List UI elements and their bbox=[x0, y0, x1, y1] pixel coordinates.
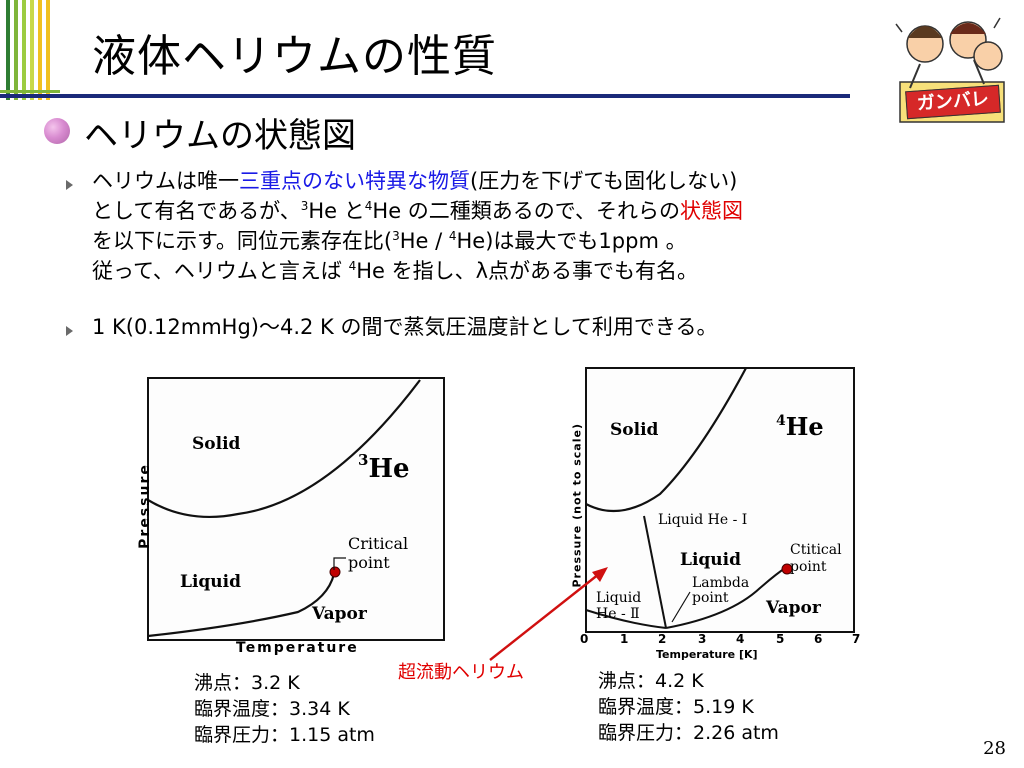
x-tick-label: 7 bbox=[852, 632, 861, 646]
decor-stripe bbox=[46, 0, 50, 100]
liquid-he-ii-label: Liquid He - Ⅱ bbox=[596, 590, 642, 622]
bullet-arrow-icon bbox=[66, 326, 73, 336]
liquid-he-i-label: Liquid He - Ⅰ bbox=[658, 512, 748, 528]
liquid-region-label: Liquid bbox=[180, 572, 242, 592]
decor-stripe bbox=[30, 0, 34, 100]
page-number: 28 bbox=[983, 738, 1006, 759]
solid-region-label: Solid bbox=[192, 434, 241, 454]
he4-phase-diagram: 4He Solid Liquid He - Ⅰ Liquid Liquid He … bbox=[560, 366, 864, 666]
x-axis-ticks: 0 1 2 3 4 5 6 7 bbox=[580, 632, 860, 648]
property-line: 臨界温度：5.19 K bbox=[598, 696, 754, 718]
x-tick-label: 1 bbox=[620, 632, 629, 646]
section-heading: ヘリウムの状態図 bbox=[84, 116, 356, 156]
subtitle-bullet-icon bbox=[44, 118, 70, 144]
he3-phase-diagram: 3He Solid Liquid Vapor Critical point Tem… bbox=[128, 374, 446, 664]
vapor-region-label: Vapor bbox=[766, 598, 821, 618]
x-tick-label: 6 bbox=[814, 632, 823, 646]
he4-isotope-label: 4He bbox=[776, 412, 824, 441]
mascot-illustration: ガンバレ bbox=[880, 4, 1016, 132]
x-axis-label: Temperature [K] bbox=[656, 648, 758, 661]
body-paragraph: 1 K(0.12mmHg)～4.2 K の間で蒸気圧温度計として利用できる。 bbox=[92, 315, 718, 339]
critical-point-label: Ctitical point bbox=[790, 542, 842, 575]
lambda-point-label: Lambda point bbox=[692, 575, 750, 606]
decor-rule bbox=[0, 94, 850, 98]
liquid-region-label: Liquid bbox=[680, 550, 742, 570]
highlight-text: 三重点のない特異な物質 bbox=[239, 169, 470, 193]
decor-stripe bbox=[6, 0, 10, 100]
page-title: 液体ヘリウムの性質 bbox=[92, 31, 497, 82]
he3-properties: 沸点：3.2 K 臨界温度：3.34 K 臨界圧力：1.15 atm bbox=[194, 670, 375, 748]
he4-properties: 沸点：4.2 K 臨界温度：5.19 K 臨界圧力：2.26 atm bbox=[598, 668, 779, 746]
property-line: 臨界圧力：1.15 atm bbox=[194, 724, 375, 746]
para-line: ヘリウムは唯一三重点のない特異な物質(圧力を下げても固化しない) bbox=[92, 169, 738, 193]
he3-isotope-label: 3He bbox=[358, 451, 410, 485]
para-line: 従って、ヘリウムと言えば 4He を指し、λ点がある事でも有名。 bbox=[92, 259, 699, 283]
superfluid-arrow bbox=[489, 567, 608, 661]
body-paragraph: ヘリウムは唯一三重点のない特異な物質(圧力を下げても固化しない) として有名であ… bbox=[92, 166, 743, 286]
y-axis-label: Pressure bbox=[136, 463, 153, 549]
x-tick-label: 4 bbox=[736, 632, 745, 646]
x-tick-label: 5 bbox=[776, 632, 785, 646]
property-line: 沸点：4.2 K bbox=[598, 670, 704, 692]
decor-stripe bbox=[22, 0, 26, 100]
para-line: を以下に示す。同位元素存在比(3He / 4He)は最大でも1ppm 。 bbox=[92, 229, 687, 253]
property-line: 沸点：3.2 K bbox=[194, 672, 300, 694]
superfluid-label: 超流動ヘリウム bbox=[398, 662, 524, 683]
vapor-region-label: Vapor bbox=[312, 604, 367, 624]
bullet-arrow-icon bbox=[66, 180, 73, 190]
highlight-text: 状態図 bbox=[679, 199, 743, 223]
x-tick-label: 3 bbox=[698, 632, 707, 646]
property-line: 臨界温度：3.34 K bbox=[194, 698, 350, 720]
decor-stripe bbox=[38, 0, 42, 100]
x-tick-label: 0 bbox=[580, 632, 589, 646]
x-axis-label: Temperature bbox=[236, 640, 359, 656]
property-line: 臨界圧力：2.26 atm bbox=[598, 722, 779, 744]
decor-rule bbox=[0, 90, 60, 93]
decor-stripe bbox=[14, 0, 18, 100]
solid-region-label: Solid bbox=[610, 420, 659, 440]
x-tick-label: 2 bbox=[658, 632, 667, 646]
para-line: として有名であるが、3He と4He の二種類あるので、それらの状態図 bbox=[92, 199, 743, 223]
critical-point-label: Critical point bbox=[348, 534, 409, 572]
